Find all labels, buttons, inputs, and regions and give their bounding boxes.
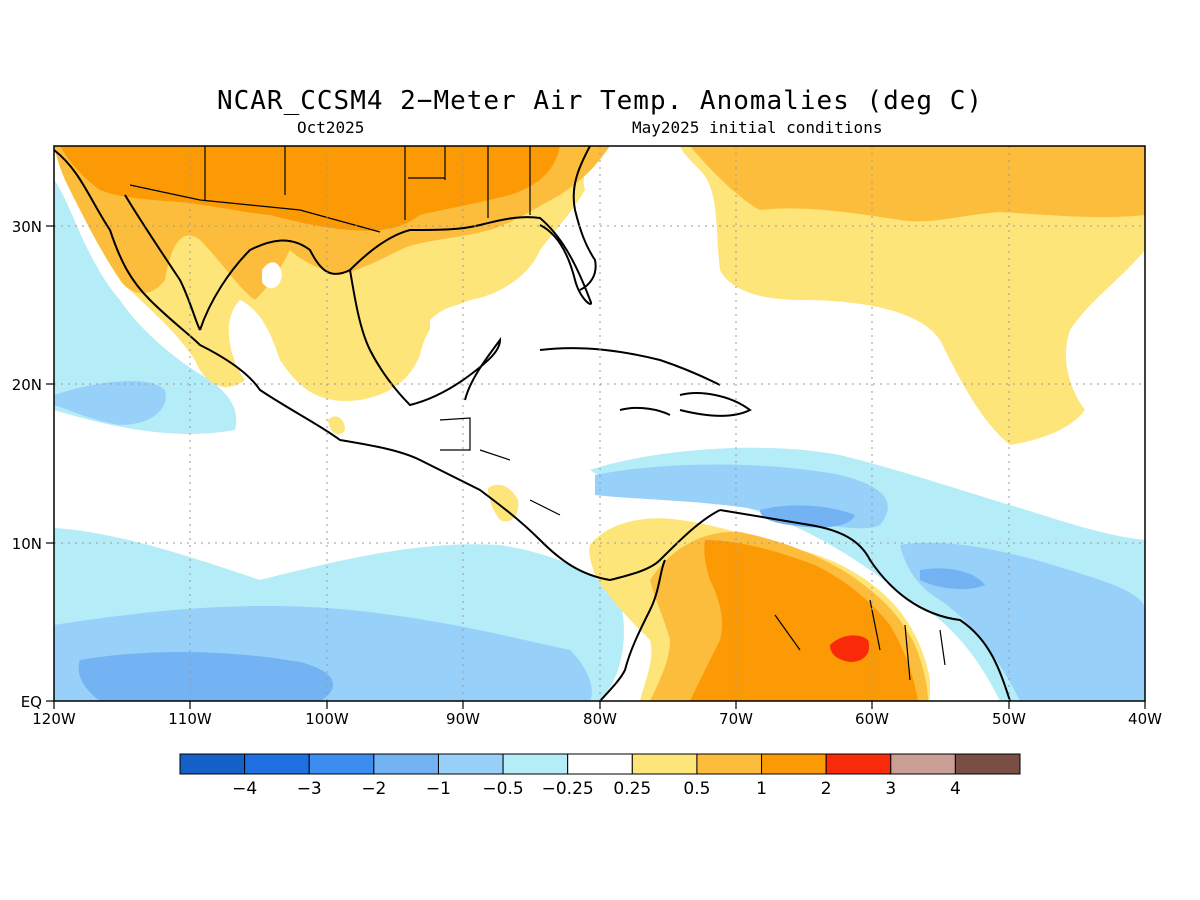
colorbar-swatch xyxy=(437,753,504,775)
coastlines xyxy=(53,145,1011,702)
y-tick-label: 30N xyxy=(12,218,42,236)
guatemala-warm-patch xyxy=(328,416,345,435)
colorbar-swatch xyxy=(761,753,827,775)
colorbar: −4 −3 −2 −1 −0.5 −0.25 0.25 0.5 1 2 3 4 xyxy=(179,753,1021,799)
atlantic-warm-region xyxy=(680,146,1145,445)
pacific-cool-deep xyxy=(78,651,334,701)
longitude-labels: 120W 110W 100W 90W 80W 70W 60W 50W 40W xyxy=(32,710,1162,728)
colorbar-label: 3 xyxy=(885,779,896,799)
pacific-north-cool-mid xyxy=(54,380,166,425)
x-tick-label: 50W xyxy=(992,710,1026,728)
x-tick-label: 60W xyxy=(855,710,889,728)
x-tick-label: 110W xyxy=(168,710,212,728)
colorbar-swatch xyxy=(954,753,1021,775)
colorbar-swatch xyxy=(308,753,375,775)
mexico-interior-cool-patch xyxy=(262,262,282,289)
colorbar-swatch xyxy=(373,753,439,775)
y-tick-label: 10N xyxy=(12,535,42,553)
colorbar-label: 4 xyxy=(950,779,961,799)
axis-ticks xyxy=(46,225,1146,709)
colorbar-swatch xyxy=(567,753,633,775)
gridlines xyxy=(54,146,1145,701)
x-tick-label: 70W xyxy=(719,710,753,728)
political-borders xyxy=(129,146,946,681)
pacific-cool-region xyxy=(54,180,237,434)
atlantic-warm-mid xyxy=(690,146,1145,222)
colorbar-label: −0.25 xyxy=(542,779,594,799)
colorbar-label: 0.25 xyxy=(613,779,651,799)
south-america-warm-deep xyxy=(690,540,918,701)
colorbar-label: 1 xyxy=(756,779,767,799)
colorbar-swatch xyxy=(696,753,763,775)
caribbean-cool-deep xyxy=(760,505,855,528)
colorbar-label: −4 xyxy=(232,779,257,799)
colorbar-label: 2 xyxy=(821,779,832,799)
colorbar-label: −3 xyxy=(297,779,322,799)
forecast-month: Oct2025 xyxy=(297,118,365,137)
south-america-hot-spot xyxy=(830,635,870,662)
central-america-warm-patch xyxy=(488,484,519,522)
us-warm-deep xyxy=(60,146,560,231)
x-tick-label: 40W xyxy=(1128,710,1162,728)
colorbar-swatch xyxy=(179,753,246,775)
y-tick-label: EQ xyxy=(21,693,42,711)
x-tick-label: 80W xyxy=(583,710,617,728)
gulf-cool-patch xyxy=(430,303,506,356)
colorbar-swatch xyxy=(244,753,310,775)
x-tick-label: 100W xyxy=(305,710,349,728)
latitude-labels: EQ 10N 20N 30N xyxy=(12,218,42,711)
colorbar-swatch xyxy=(825,753,892,775)
y-tick-label: 20N xyxy=(12,376,42,394)
colorbar-swatch xyxy=(502,753,569,775)
atlantic-cool-deep xyxy=(920,568,985,590)
x-tick-label: 120W xyxy=(32,710,76,728)
x-tick-label: 90W xyxy=(446,710,480,728)
colorbar-label: −1 xyxy=(426,779,451,799)
map-title: NCAR_CCSM4 2−Meter Air Temp. Anomalies (… xyxy=(216,86,984,116)
initial-conditions-label: May2025 initial conditions xyxy=(632,118,883,137)
map-plot-area xyxy=(54,146,1145,701)
colorbar-label: −2 xyxy=(361,779,386,799)
colorbar-swatch xyxy=(631,753,698,775)
colorbar-swatch xyxy=(890,753,956,775)
colorbar-label: 0.5 xyxy=(683,779,710,799)
colorbar-label: −0.5 xyxy=(482,779,523,799)
